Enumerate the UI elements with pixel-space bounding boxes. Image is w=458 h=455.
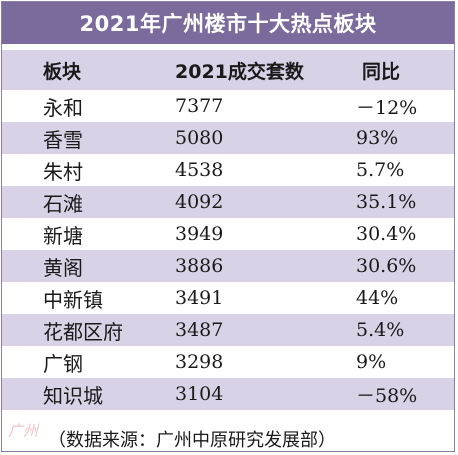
row-district: 石滩 [43,191,83,216]
table-title: 2021年广州楼市十大热点板块 [79,12,377,36]
row-district: 广钢 [43,351,83,376]
table-row: 石滩 4092 35.1% [2,186,454,218]
header-row: 板块 2021成交套数 同比 [2,50,454,90]
table-row: 新塘 3949 30.4% [2,218,454,250]
row-district: 香雪 [43,127,83,152]
row-yoy: －58% [356,384,418,407]
row-district: 永和 [43,95,83,120]
row-count: 3298 [175,351,224,373]
table-row: 广钢 3298 9% [2,346,454,378]
row-yoy: 9% [356,351,387,373]
row-yoy: 5.4% [356,319,405,341]
row-yoy: －12% [356,96,418,119]
row-count: 4092 [175,191,224,213]
row-district: 花都区府 [43,319,123,344]
header-district: 板块 [43,60,82,83]
table-row: 朱村 4538 5.7% [2,154,454,186]
row-count: 5080 [175,127,224,149]
table-row: 知识城 3104 －58% [2,378,454,410]
row-count: 3104 [175,383,224,405]
row-district: 中新镇 [43,287,103,312]
row-district: 朱村 [43,159,83,184]
table-row: 花都区府 3487 5.4% [2,314,454,346]
header-count: 2021成交套数 [175,60,304,83]
row-district: 黄阁 [43,255,83,280]
row-district: 知识城 [43,383,103,408]
row-yoy: 30.4% [356,223,417,245]
row-count: 3949 [175,223,224,245]
watermark: 广州 [8,422,39,440]
table-row: 中新镇 3491 44% [2,282,454,314]
row-district: 新塘 [43,223,83,248]
row-yoy: 35.1% [356,191,417,213]
header-yoy: 同比 [362,60,401,83]
row-yoy: 93% [356,127,399,149]
row-count: 3886 [175,255,224,277]
row-yoy: 5.7% [356,159,405,181]
row-count: 4538 [175,159,224,181]
row-yoy: 30.6% [356,255,417,277]
table-row: 香雪 5080 93% [2,122,454,154]
title-bar: 2021年广州楼市十大热点板块 [2,2,454,44]
source-note: （数据来源：广州中原研究发展部） [48,430,336,451]
row-yoy: 44% [356,287,399,309]
row-count: 3491 [175,287,224,309]
row-count: 3487 [175,319,224,341]
row-count: 7377 [175,95,224,117]
table-row: 永和 7377 －12% [2,90,454,122]
table-row: 黄阁 3886 30.6% [2,250,454,282]
